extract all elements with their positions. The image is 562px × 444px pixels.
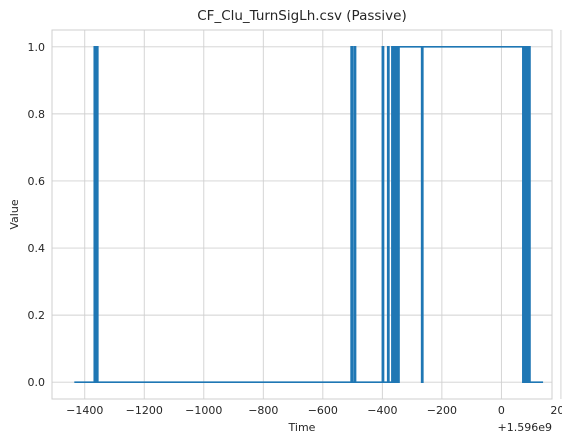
plot-frame	[51, 29, 553, 400]
x-tick-label: −600	[308, 404, 338, 417]
x-axis-label: Time	[288, 421, 316, 434]
x-tick-label: −400	[367, 404, 397, 417]
y-tick-label: 0.4	[28, 242, 46, 255]
y-axis-label: Value	[8, 199, 21, 229]
x-tick-label: −800	[248, 404, 278, 417]
x-tick-label: −1000	[185, 404, 222, 417]
grid-lines	[51, 29, 562, 400]
x-ticks: −1400 −1200 −1000 −800 −600 −400 −200 0 200	[66, 404, 562, 417]
y-tick-label: 0.0	[28, 376, 46, 389]
chart-title: CF_Clu_TurnSigLh.csv (Passive)	[197, 8, 407, 24]
x-tick-label: −1400	[66, 404, 103, 417]
x-tick-label: 0	[498, 404, 505, 417]
y-tick-label: 0.8	[28, 108, 46, 121]
x-tick-label: −1200	[126, 404, 163, 417]
y-tick-label: 0.6	[28, 175, 46, 188]
y-ticks: 0.0 0.2 0.4 0.6 0.8 1.0	[28, 41, 46, 389]
x-offset-label: +1.596e9	[498, 421, 552, 434]
series-line	[74, 45, 544, 384]
x-tick-label: 200	[550, 404, 562, 417]
y-tick-label: 1.0	[28, 41, 46, 54]
y-tick-label: 0.2	[28, 309, 46, 322]
plot-series	[74, 45, 544, 384]
x-tick-label: −200	[427, 404, 457, 417]
